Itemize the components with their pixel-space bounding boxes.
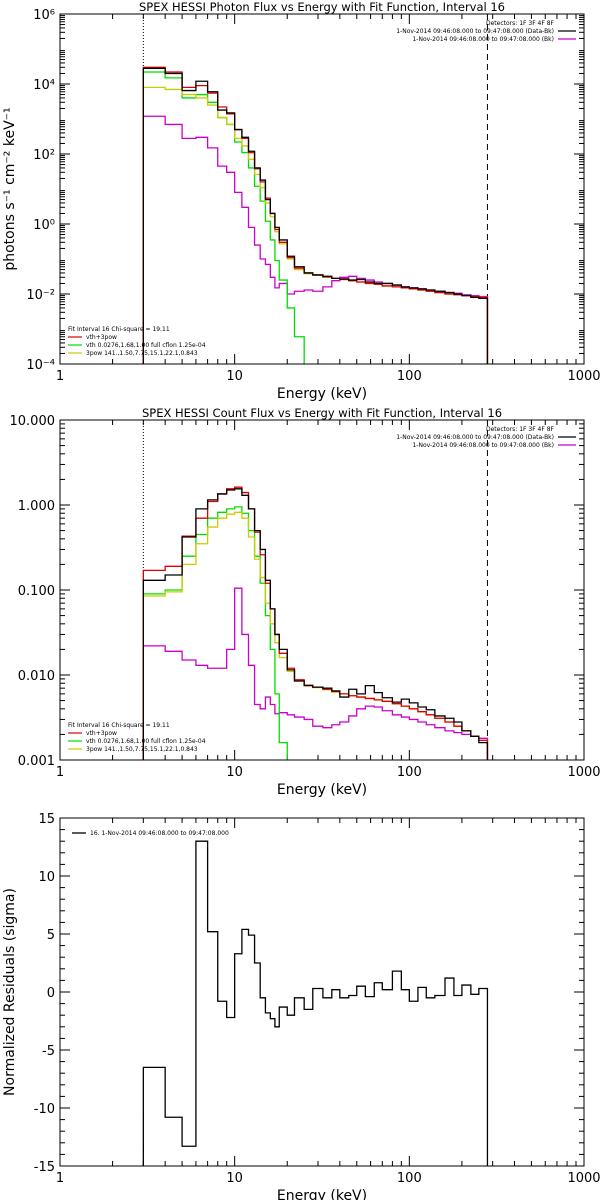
photon-ytick-label: 10²: [33, 148, 55, 163]
photon-series-data: [142, 67, 489, 364]
photon-legend-top-line: 1-Nov-2014 09:46:08.000 to 09:47:08.000 …: [396, 28, 554, 35]
photon-xtick-label: 100: [397, 369, 422, 384]
photon-legend-bottom-header: Fit Interval 16 Chi-square = 19.11: [68, 326, 170, 333]
photon-title: SPEX HESSI Photon Flux vs Energy with Fi…: [139, 0, 505, 14]
count-xtick-label: 1: [56, 765, 64, 780]
photon-xtick-label: 1: [56, 369, 64, 384]
count-xtick-label: 10: [226, 765, 243, 780]
photon-plot-area: [142, 66, 489, 364]
count-legend-bottom-entry: vth+3pow: [86, 730, 117, 737]
residuals-xtick-label: 1: [56, 1171, 64, 1186]
photon-legend-bottom-entry: vth 0.0276,1.68,1.00 full cflon 1.25e-04: [86, 342, 206, 349]
photon-legend-bottom-entry: 3pow 141.,1.50,7.75,15.1,22.1,0.843: [86, 350, 198, 357]
residuals-ytick-label: 0: [47, 986, 55, 1001]
residuals-ytick-label: -5: [42, 1044, 55, 1059]
residuals-xtick-label: 1000: [567, 1171, 600, 1186]
count-xtick-label: 100: [397, 765, 422, 780]
count-ytick-label: 0.001: [18, 754, 55, 769]
count-title: SPEX HESSI Count Flux vs Energy with Fit…: [142, 406, 502, 420]
residuals-ytick-label: 10: [38, 870, 55, 885]
count-plot-area: [142, 486, 489, 760]
photon-ytick-label: 10⁻²: [26, 288, 55, 303]
photon-ytick-label: 10⁴: [33, 78, 55, 93]
count-ytick-label: 10.000: [10, 414, 56, 429]
residuals-series-residual: [142, 840, 489, 1166]
photon-xtick-label: 10: [226, 369, 243, 384]
count-series-background: [142, 587, 489, 760]
photon-ytick-label: 10⁻⁴: [26, 358, 55, 373]
count-legend-top-line: Detectors: 1F 3F 4F 8F: [486, 426, 555, 433]
residuals-plot-area: [142, 840, 489, 1166]
residuals-ytick-label: -15: [34, 1160, 55, 1175]
residuals-xtick-label: 100: [397, 1171, 422, 1186]
photon-ylabel: photons s⁻¹ cm⁻² keV⁻¹: [2, 107, 18, 270]
photon-legend-top-line: 1-Nov-2014 09:46:08.000 to 09:47:08.000 …: [412, 36, 554, 43]
photon-panel: SPEX HESSI Photon Flux vs Energy with Fi…: [2, 0, 600, 402]
count-legend-top-line: 1-Nov-2014 09:46:08.000 to 09:47:08.000 …: [396, 434, 554, 441]
photon-ytick-label: 10⁶: [33, 8, 55, 23]
count-legend-top-line: 1-Nov-2014 09:46:08.000 to 09:47:08.000 …: [412, 442, 554, 449]
count-xlabel: Energy (keV): [277, 782, 367, 798]
residuals-xtick-label: 10: [226, 1171, 243, 1186]
count-ytick-label: 0.100: [18, 584, 55, 599]
count-ytick-label: 0.010: [18, 669, 55, 684]
residuals-axes-frame: [59, 817, 585, 1167]
count-legend-bottom-header: Fit Interval 16 Chi-square = 19.11: [68, 722, 170, 729]
count-legend-bottom-entry: 3pow 141.,1.50,7.75,15.1,22.1,0.843: [86, 746, 198, 753]
photon-xtick-label: 1000: [567, 369, 600, 384]
count-axes-frame: [59, 419, 585, 761]
count-xtick-label: 1000: [567, 765, 600, 780]
residuals-ytick-label: 5: [47, 928, 55, 943]
count-panel: SPEX HESSI Count Flux vs Energy with Fit…: [10, 406, 600, 798]
photon-axes-frame: [59, 13, 585, 365]
photon-xlabel: Energy (keV): [277, 386, 367, 402]
count-series-thermal: [142, 506, 288, 760]
residuals-panel: 1 10 100 1000 -15 -10 -5 0 5 10 15 Energy (keV) Norm…: [2, 812, 600, 1200]
photon-legend-bottom-entry: vth+3pow: [86, 334, 117, 341]
residuals-ytick-label: -10: [34, 1102, 55, 1117]
residuals-ytick-label: 15: [38, 812, 55, 827]
residuals-ylabel: Normalized Residuals (sigma): [2, 888, 18, 1096]
count-ytick-label: 1.000: [18, 499, 55, 514]
residuals-xlabel: Energy (keV): [277, 1188, 367, 1200]
count-series-data: [142, 488, 489, 760]
photon-ytick-label: 10⁰: [33, 218, 55, 233]
photon-legend-top-line: Detectors: 1F 3F 4F 8F: [486, 20, 555, 27]
residuals-legend-label: 16. 1-Nov-2014 09:46:08.000 to 09:47:08.…: [90, 830, 229, 837]
count-legend-bottom-entry: vth 0.0276,1.68,1.00 full cflon 1.25e-04: [86, 738, 206, 745]
